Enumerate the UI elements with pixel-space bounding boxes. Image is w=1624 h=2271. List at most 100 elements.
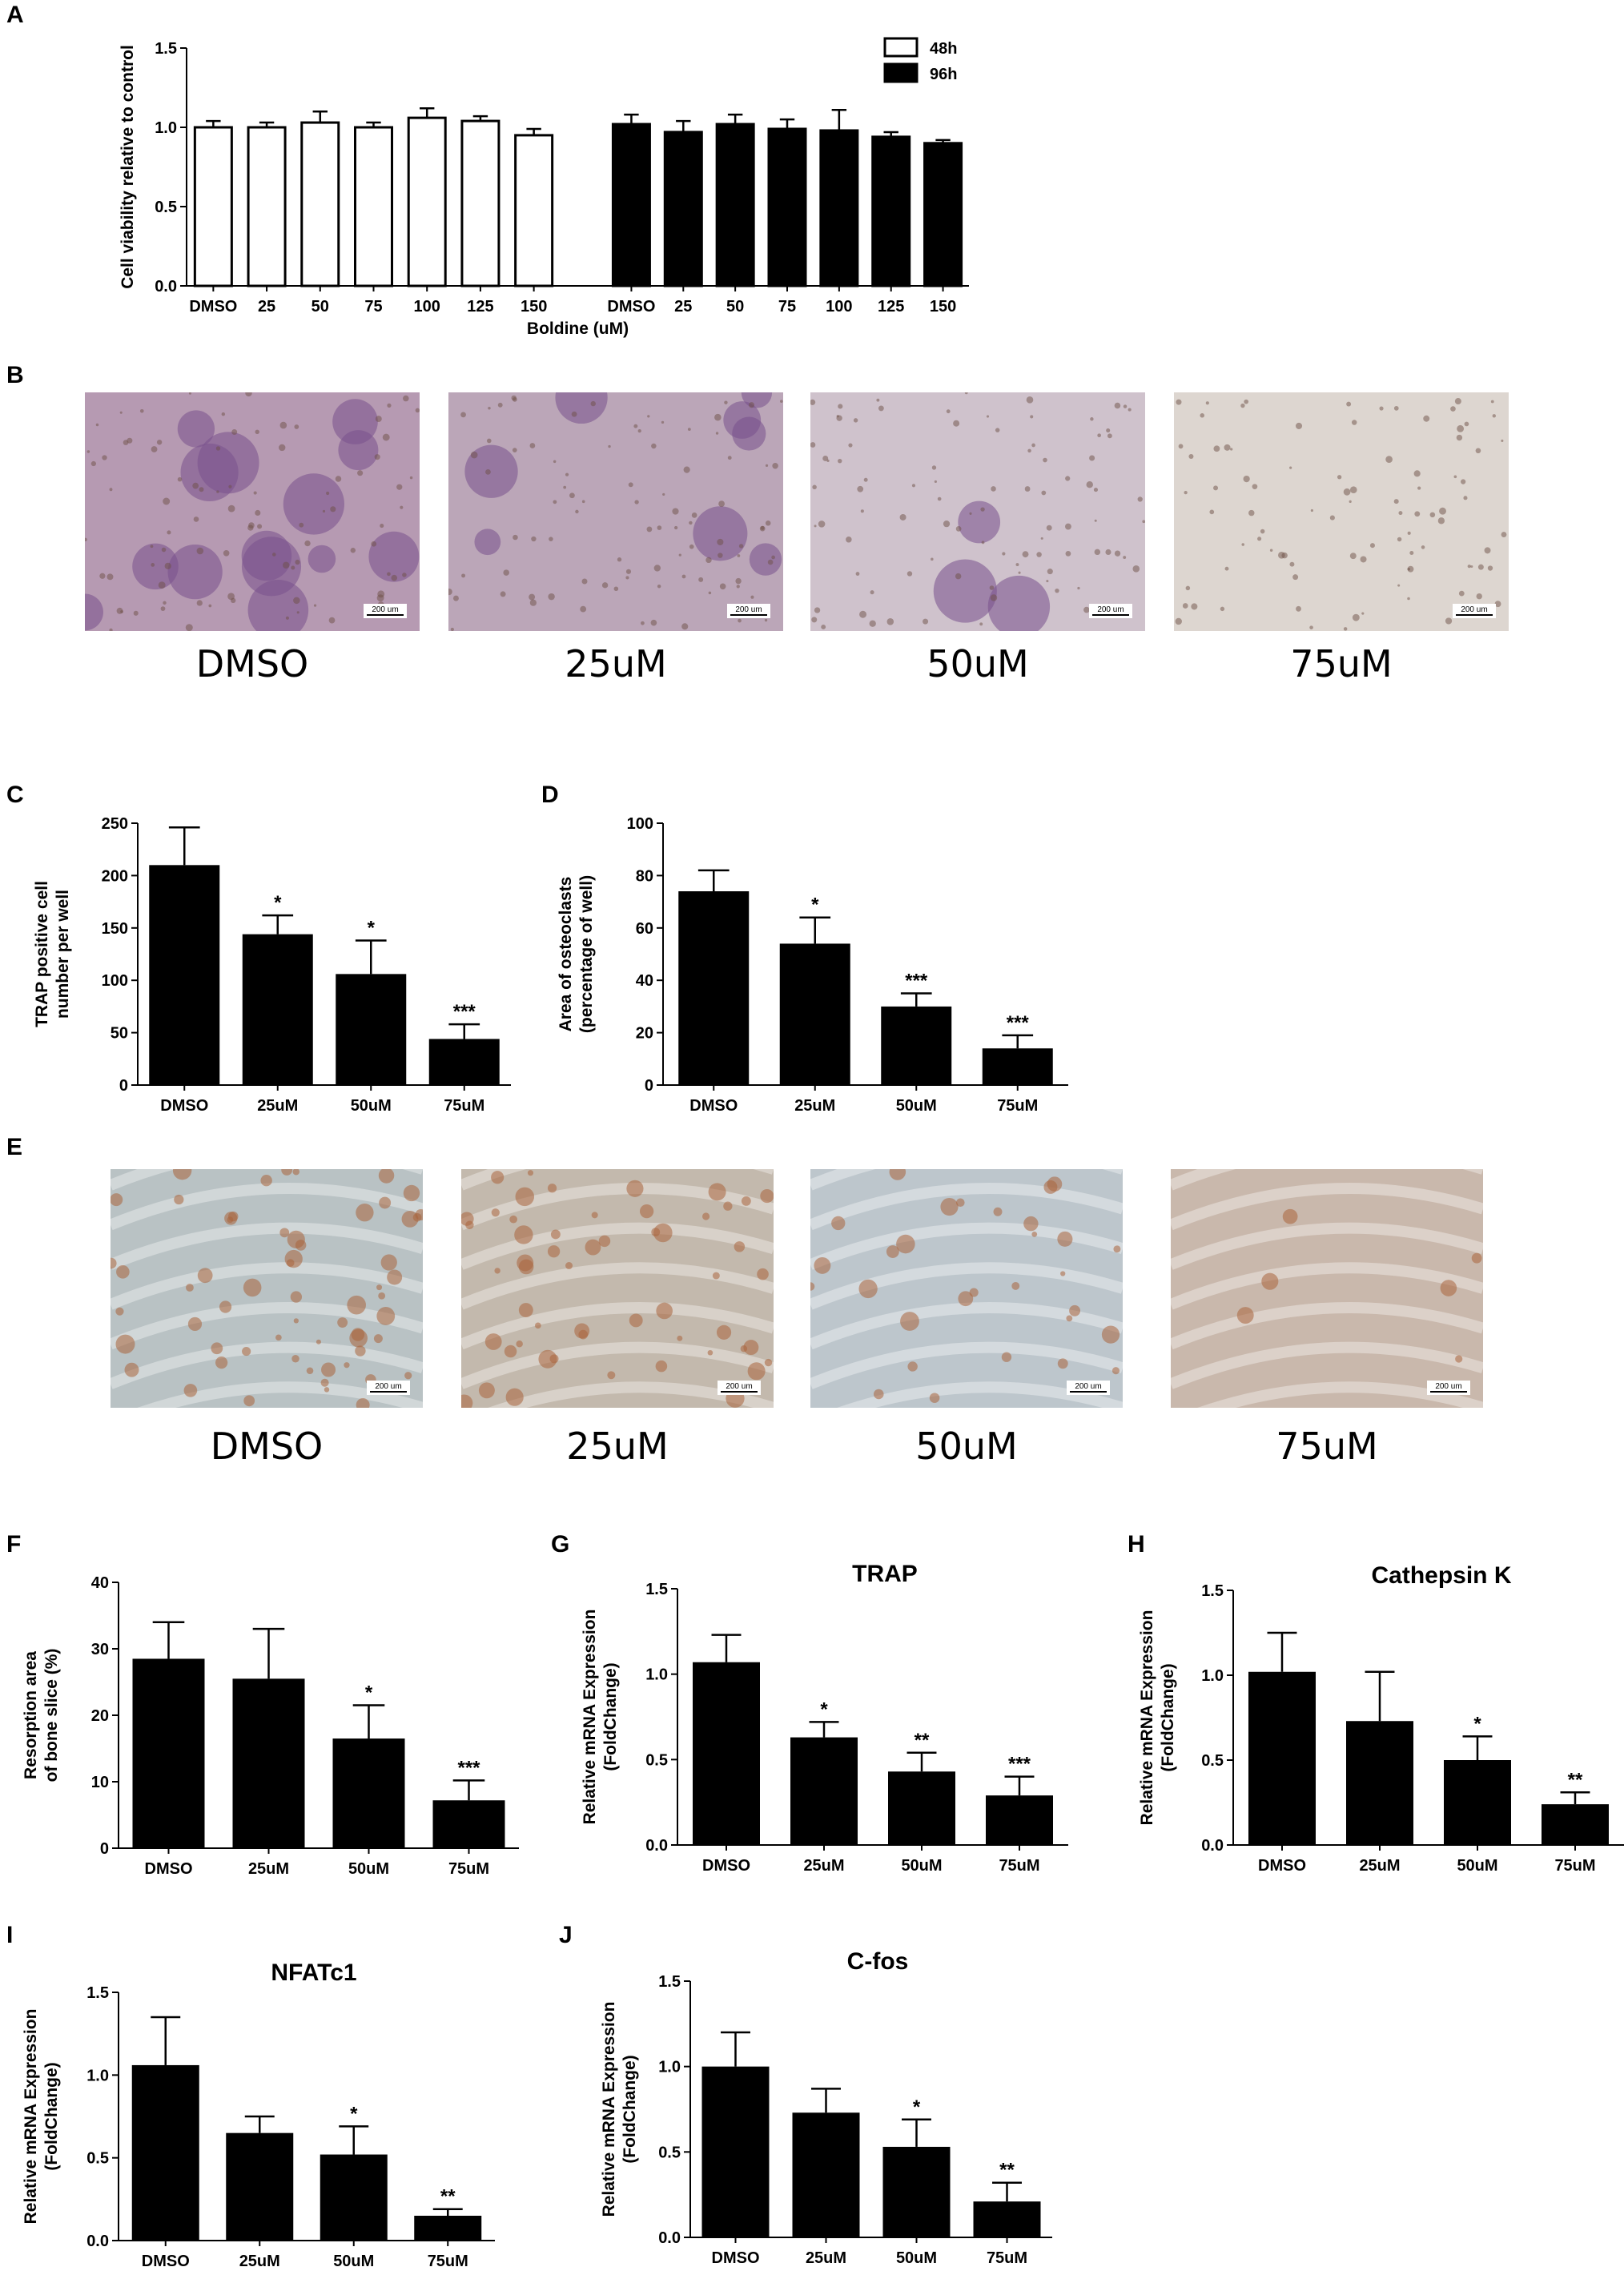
resorption-pit [518, 1259, 534, 1275]
resorption-pit [757, 1268, 769, 1280]
chart-title: Cathepsin K [1371, 1562, 1511, 1589]
bone-ridge [137, 1381, 423, 1408]
bar [1542, 1804, 1609, 1845]
cell-dot [678, 553, 681, 557]
cell-dot [689, 521, 693, 525]
cell-dot [350, 548, 356, 553]
bar [460, 119, 500, 287]
y-axis-label: (FoldChange) [42, 2062, 61, 2170]
significance-label: *** [1007, 1012, 1030, 1034]
osteoclast [132, 543, 179, 590]
cell-dot [715, 432, 719, 435]
bar [514, 134, 554, 287]
cell-dot [192, 482, 199, 489]
resorption-pit [708, 1183, 726, 1201]
cell-dot [1484, 547, 1491, 554]
x-tick-label: 50uM [901, 1857, 942, 1875]
resorption-pit [1471, 1252, 1482, 1264]
cell-dot [811, 617, 818, 623]
cell-dot [163, 601, 167, 605]
cell-dot [85, 537, 87, 542]
legend-swatch [883, 37, 919, 58]
cell-dot [657, 585, 661, 589]
cell-dot [969, 512, 972, 515]
cell-dot [1114, 402, 1121, 409]
scale-bar-label: 200 um [1097, 605, 1124, 614]
osteoclast [308, 545, 336, 573]
cell-dot [1031, 443, 1035, 448]
cell-dot [870, 590, 874, 595]
cell-dot [641, 621, 645, 625]
x-tick-label: 100 [414, 298, 440, 316]
cell-dot [1213, 485, 1219, 491]
resorption-pit [292, 1169, 300, 1176]
cell-dot [981, 541, 985, 545]
cell-dot [230, 597, 236, 604]
cell-dot [228, 484, 232, 488]
cell-dot [1343, 627, 1348, 631]
cell-dot [1248, 509, 1255, 517]
resorption-pit [810, 1282, 815, 1291]
cell-dot [529, 443, 536, 448]
cell-dot [581, 578, 588, 585]
cell-dot [485, 468, 491, 475]
x-tick-label: 75uM [428, 2253, 468, 2270]
cell-dot [1230, 448, 1233, 451]
cell-dot [1257, 537, 1262, 541]
cell-dot [1200, 413, 1205, 418]
micrograph-label: 25uM [565, 642, 666, 685]
cell-dot [553, 500, 557, 504]
cell-dot [304, 540, 311, 547]
x-tick-label: DMSO [189, 298, 237, 316]
cell-dot [486, 438, 492, 444]
cell-dot [1461, 479, 1466, 484]
cell-dot [253, 491, 257, 495]
cell-dot [848, 443, 853, 448]
cell-dot [617, 557, 622, 562]
cell-dot [1379, 406, 1384, 411]
cell-dot [1309, 625, 1313, 629]
cell-dot [886, 618, 894, 625]
chart-c: 0 50 100 150 200 250 DMSO * 25uM * 50uM *** 75uM TRAP… [33, 815, 511, 1115]
cell-dot [1018, 571, 1021, 574]
cell-dot [943, 521, 951, 528]
x-tick-label: 25uM [248, 1860, 289, 1878]
bone-ridge [1171, 1169, 1483, 1191]
bar [923, 142, 963, 287]
y-tick-label: 1.0 [645, 1666, 668, 1684]
chart-g: 0.0 0.5 1.0 1.5 DMSO * 25uM ** 50uM *** 75uM TRAP Re… [581, 1561, 1068, 1875]
x-tick-label: 25uM [257, 1097, 298, 1115]
cell-dot [375, 416, 382, 423]
cell-dot [571, 411, 577, 417]
resorption-pit [376, 1307, 396, 1325]
resorption-pit [538, 1349, 557, 1369]
scale-bar-label: 200 um [1435, 1382, 1461, 1391]
cell-dot [1296, 605, 1301, 612]
cell-dot [199, 487, 204, 492]
cell-dot [812, 484, 817, 490]
cell-dot [403, 395, 409, 402]
cell-dot [1209, 509, 1215, 515]
resorption-pit [747, 1362, 766, 1381]
bar [432, 1800, 505, 1848]
x-tick-label: 75uM [448, 1860, 489, 1878]
cell-dot [1243, 475, 1250, 483]
resorption-pit [814, 1256, 831, 1274]
significance-label: ** [1568, 1769, 1583, 1791]
resorption-pit [743, 1340, 759, 1356]
resorption-pit [378, 1292, 386, 1300]
cell-dot [575, 509, 579, 514]
cell-dot [719, 583, 726, 590]
cell-dot [450, 627, 454, 631]
micrograph-texture [810, 1169, 1123, 1408]
y-axis-label: Relative mRNA Expression [22, 2009, 40, 2225]
micrograph-texture [1171, 1169, 1483, 1408]
cell-dot [415, 408, 420, 413]
resorption-pit [197, 1268, 213, 1284]
bar [986, 1795, 1053, 1845]
cell-dot [1454, 398, 1461, 405]
y-tick-label: 100 [627, 815, 653, 833]
cell-dot [227, 504, 235, 512]
scale-bar-label: 200 um [726, 1382, 752, 1391]
y-tick-label: 0.5 [658, 2144, 681, 2161]
